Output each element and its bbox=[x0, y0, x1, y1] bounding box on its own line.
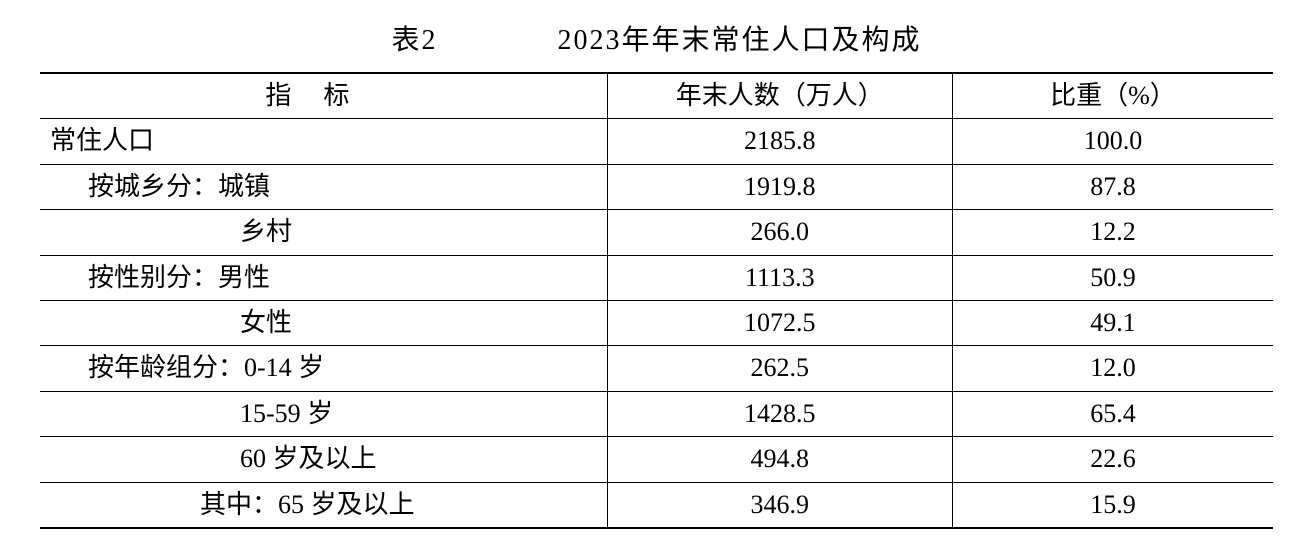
row-label: 女性 bbox=[40, 300, 607, 345]
row-share: 65.4 bbox=[952, 391, 1273, 436]
row-pop: 2185.8 bbox=[607, 119, 952, 164]
row-pop: 1428.5 bbox=[607, 391, 952, 436]
row-pop: 494.8 bbox=[607, 437, 952, 482]
table-row: 乡村 266.0 12.2 bbox=[40, 210, 1273, 255]
row-pop: 266.0 bbox=[607, 210, 952, 255]
row-pop: 1113.3 bbox=[607, 255, 952, 300]
col-header-indicator: 指标 bbox=[40, 73, 607, 119]
caption-title: 2023年年末常住人口及构成 bbox=[558, 18, 922, 58]
table-row: 常住人口 2185.8 100.0 bbox=[40, 119, 1273, 164]
row-share: 15.9 bbox=[952, 482, 1273, 528]
table-row: 按年龄组分：0-14 岁 262.5 12.0 bbox=[40, 346, 1273, 391]
table-row: 按性别分：男性 1113.3 50.9 bbox=[40, 255, 1273, 300]
row-pop: 1072.5 bbox=[607, 300, 952, 345]
table-header-row: 指标 年末人数（万人） 比重（%） bbox=[40, 73, 1273, 119]
row-share: 49.1 bbox=[952, 300, 1273, 345]
row-label: 按性别分：男性 bbox=[40, 255, 607, 300]
row-label: 常住人口 bbox=[40, 119, 607, 164]
row-label: 其中：65 岁及以上 bbox=[40, 482, 607, 528]
col-header-share: 比重（%） bbox=[952, 73, 1273, 119]
table-row: 按城乡分：城镇 1919.8 87.8 bbox=[40, 164, 1273, 209]
table-row: 60 岁及以上 494.8 22.6 bbox=[40, 437, 1273, 482]
row-share: 12.2 bbox=[952, 210, 1273, 255]
table-row: 女性 1072.5 49.1 bbox=[40, 300, 1273, 345]
table-caption: 表2 2023年年末常住人口及构成 bbox=[40, 18, 1273, 58]
row-label: 按年龄组分：0-14 岁 bbox=[40, 346, 607, 391]
row-share: 87.8 bbox=[952, 164, 1273, 209]
row-label: 15-59 岁 bbox=[40, 391, 607, 436]
population-table: 指标 年末人数（万人） 比重（%） 常住人口 2185.8 100.0 按城乡分… bbox=[40, 72, 1273, 529]
row-share: 22.6 bbox=[952, 437, 1273, 482]
row-share: 100.0 bbox=[952, 119, 1273, 164]
row-pop: 262.5 bbox=[607, 346, 952, 391]
col-header-population: 年末人数（万人） bbox=[607, 73, 952, 119]
row-share: 50.9 bbox=[952, 255, 1273, 300]
row-pop: 1919.8 bbox=[607, 164, 952, 209]
row-label: 乡村 bbox=[40, 210, 607, 255]
row-share: 12.0 bbox=[952, 346, 1273, 391]
table-row: 15-59 岁 1428.5 65.4 bbox=[40, 391, 1273, 436]
row-label: 按城乡分：城镇 bbox=[40, 164, 607, 209]
page: 表2 2023年年末常住人口及构成 指标 年末人数（万人） 比重（%） 常住人口… bbox=[0, 0, 1313, 559]
caption-number: 表2 bbox=[391, 18, 437, 58]
row-label: 60 岁及以上 bbox=[40, 437, 607, 482]
table-row: 其中：65 岁及以上 346.9 15.9 bbox=[40, 482, 1273, 528]
row-pop: 346.9 bbox=[607, 482, 952, 528]
